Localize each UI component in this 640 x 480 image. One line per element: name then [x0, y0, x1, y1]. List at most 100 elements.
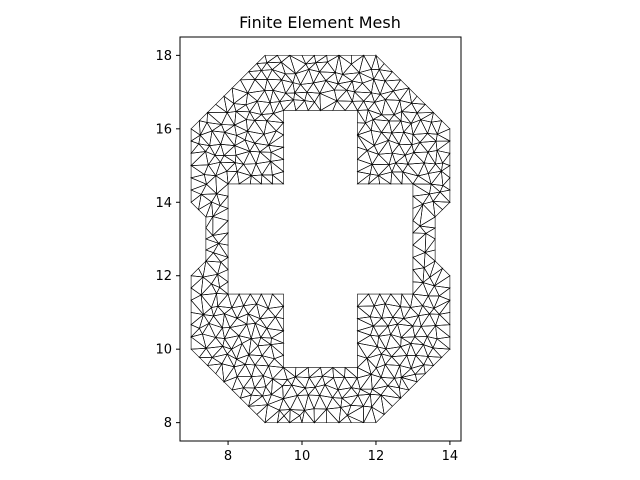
mesh-triangle [246, 119, 256, 133]
mesh-triangle [217, 293, 233, 309]
mesh-triangle [402, 163, 420, 177]
mesh-triangle [314, 54, 328, 64]
mesh-triangle [442, 177, 451, 191]
mesh-triangle [370, 325, 380, 337]
y-axis: 8 10 12 14 16 18 [155, 49, 180, 431]
mesh-triangle [356, 373, 372, 390]
mesh-triangle [260, 62, 273, 71]
mesh-triangle [384, 79, 402, 92]
y-tick-label: 16 [155, 122, 172, 137]
mesh-triangle [212, 216, 229, 237]
mesh-triangle [254, 355, 270, 367]
mesh-triangle [423, 251, 436, 269]
mesh-triangle [226, 111, 237, 126]
mesh-triangle [214, 155, 225, 163]
mesh-triangle [441, 170, 451, 187]
mesh-triangle [308, 375, 324, 388]
mesh-triangle [379, 293, 392, 305]
mesh-triangle [436, 140, 451, 154]
mesh-triangle [373, 303, 386, 319]
mesh-triangle [368, 173, 380, 185]
mesh-triangle [380, 132, 393, 141]
mesh-triangle [375, 54, 385, 71]
mesh-triangle [262, 394, 272, 406]
mesh-triangle [281, 73, 294, 84]
mesh-triangle [214, 337, 225, 348]
mesh-triangle [244, 364, 256, 378]
mesh-triangle [415, 344, 429, 357]
mesh-triangle [235, 111, 251, 121]
mesh-triangle [199, 121, 213, 136]
mesh-triangle [212, 205, 229, 217]
mesh-triangle [433, 267, 451, 287]
mesh-triangle [356, 334, 378, 348]
mesh-triangle [371, 69, 380, 81]
y-tick-label: 14 [155, 196, 172, 211]
mesh-triangle [263, 120, 277, 135]
mesh-triangle [369, 334, 380, 348]
mesh-triangle [432, 347, 451, 358]
mesh-triangle [410, 343, 425, 356]
mesh-triangle [417, 173, 432, 185]
y-tick-label: 10 [155, 343, 172, 358]
mesh-triangle [203, 164, 217, 177]
mesh-triangle [243, 293, 258, 307]
mesh-triangle [371, 153, 390, 165]
mesh-triangle [423, 162, 437, 175]
mesh-triangle [400, 376, 418, 391]
mesh-triangle [422, 193, 434, 205]
mesh-triangle [346, 405, 365, 417]
mesh-triangle [231, 293, 244, 309]
mesh-triangle [224, 335, 240, 350]
mesh-triangle [400, 336, 416, 344]
mesh-triangle [190, 183, 208, 195]
mesh-triangle [219, 281, 229, 295]
mesh-triangle [412, 225, 427, 234]
mesh-triangle [239, 71, 256, 81]
mesh-triangle [303, 408, 315, 424]
mesh-triangle [333, 89, 348, 102]
mesh-triangle [304, 54, 317, 65]
mesh-triangle [326, 407, 342, 424]
mesh-triangle [370, 373, 382, 391]
mesh-triangle [391, 143, 406, 156]
mesh-triangle [353, 82, 373, 94]
mesh-triangle [250, 337, 262, 347]
mesh-triangle [426, 324, 438, 340]
mesh-triangle [356, 316, 374, 327]
mesh-triangle [254, 386, 267, 397]
mesh-triangle [400, 306, 412, 320]
mesh-triangle [391, 152, 406, 164]
mesh-triangle [254, 69, 268, 80]
mesh-triangle [226, 170, 238, 185]
mesh-triangle [397, 323, 414, 339]
mesh-triangle [256, 62, 268, 72]
mesh-triangle [331, 397, 343, 409]
mesh-triangle [190, 128, 201, 142]
mesh-triangle [312, 71, 327, 84]
mesh-triangle [394, 154, 409, 165]
mesh-triangle [190, 189, 202, 203]
mesh-triangle [319, 92, 338, 111]
mesh-triangle [242, 387, 256, 396]
mesh-triangle [422, 266, 431, 284]
mesh-triangle [336, 100, 353, 111]
mesh-triangle [271, 378, 284, 396]
mesh-triangle [190, 164, 209, 175]
mesh-triangle [289, 394, 305, 411]
mesh-triangle [278, 398, 291, 411]
mesh-triangle [436, 128, 451, 142]
mesh-triangle [249, 151, 261, 165]
mesh-triangle [435, 140, 451, 152]
mesh-triangle [243, 150, 257, 165]
mesh-triangle [205, 235, 220, 245]
mesh-triangle [429, 267, 444, 287]
mesh-triangle [248, 70, 263, 81]
mesh-triangle [256, 303, 269, 320]
mesh-triangle [360, 388, 373, 395]
mesh-triangle [198, 347, 213, 358]
mesh-triangle [341, 63, 360, 75]
mesh-triangle [223, 366, 238, 383]
mesh-triangle [436, 150, 451, 164]
